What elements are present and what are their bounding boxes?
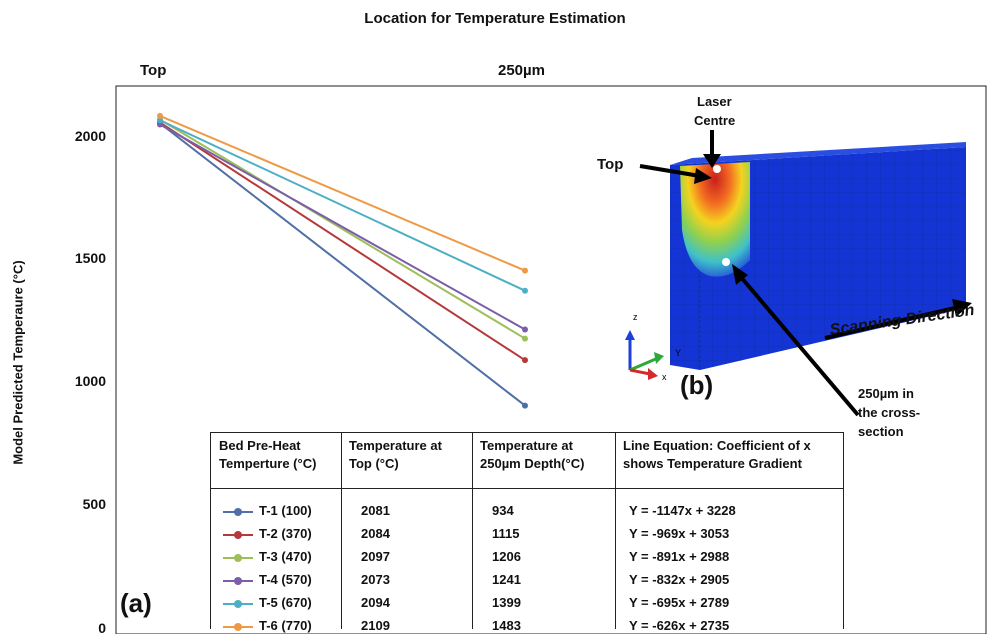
top-arrow bbox=[639, 164, 701, 178]
depth-marker bbox=[722, 258, 730, 266]
line-equation: Y = -695x + 2789 bbox=[629, 595, 730, 610]
legend-swatch bbox=[223, 553, 253, 563]
y-axis-letter: Y bbox=[675, 348, 681, 358]
chart-title: Location for Temperature Estimation bbox=[364, 10, 626, 27]
table-column bbox=[472, 433, 616, 629]
laser-label: Centre bbox=[694, 113, 736, 128]
series-line bbox=[159, 114, 526, 272]
series-line bbox=[159, 118, 526, 340]
melt-pool-figure: z Y x bbox=[625, 130, 972, 417]
depth-arrow bbox=[738, 274, 860, 417]
block-top bbox=[670, 142, 966, 165]
panel-b-label: (b) bbox=[680, 370, 714, 400]
depth-temperature-value: 1399 bbox=[492, 595, 521, 610]
data-point bbox=[157, 117, 163, 124]
table-column bbox=[211, 433, 342, 629]
data-point bbox=[157, 121, 163, 128]
data-point bbox=[157, 112, 163, 119]
plot-frame bbox=[115, 85, 987, 634]
series-line bbox=[159, 123, 526, 331]
legend-entry: T-5 (670) bbox=[259, 595, 312, 610]
depth-label: section bbox=[858, 424, 904, 439]
legend-swatch bbox=[223, 576, 253, 586]
top-label: Top bbox=[597, 156, 624, 173]
series-group bbox=[157, 112, 528, 409]
depth-temperature-value: 1483 bbox=[492, 618, 521, 633]
top-temperature-value: 2109 bbox=[361, 618, 390, 633]
legend-swatch bbox=[223, 599, 253, 609]
table-header: Temperature at Top (°C) bbox=[349, 438, 442, 471]
y-tick-label: 2000 bbox=[74, 128, 106, 144]
y-axis-icon bbox=[629, 356, 659, 372]
z-axis-letter: z bbox=[633, 312, 638, 322]
data-point bbox=[522, 402, 528, 409]
data-point bbox=[522, 326, 528, 333]
series-line bbox=[159, 121, 526, 362]
laser-centre-marker bbox=[713, 165, 721, 173]
legend-swatch bbox=[223, 507, 253, 517]
legend-swatch bbox=[223, 530, 253, 540]
line-equation: Y = -969x + 3053 bbox=[629, 526, 730, 541]
depth-label: 250µm in bbox=[858, 386, 914, 401]
data-point bbox=[522, 287, 528, 294]
line-equation: Y = -832x + 2905 bbox=[629, 572, 730, 587]
line-equation: Y = -626x + 2735 bbox=[629, 618, 730, 633]
legend-table: Bed Pre-Heat Temperture (°C) Temperature … bbox=[210, 432, 844, 633]
table-header: Temperature at 250µm Depth(°C) bbox=[480, 438, 585, 471]
top-temperature-value: 2097 bbox=[361, 549, 390, 564]
legend-swatch bbox=[223, 622, 253, 632]
legend-entry: T-6 (770) bbox=[259, 618, 312, 633]
x-axis-icon bbox=[629, 368, 651, 376]
y-tick-label: 0 bbox=[98, 620, 106, 636]
series-line bbox=[159, 119, 526, 292]
top-temperature-value: 2094 bbox=[361, 595, 390, 610]
x-category-250um: 250µm bbox=[498, 62, 546, 79]
y-tick-label: 1000 bbox=[74, 373, 106, 389]
top-temperature-value: 2084 bbox=[361, 526, 390, 541]
table-column bbox=[341, 433, 473, 629]
line-equation: Y = -891x + 2988 bbox=[629, 549, 730, 564]
legend-entry: T-1 (100) bbox=[259, 503, 312, 518]
data-point bbox=[522, 357, 528, 364]
panel-a-label: (a) bbox=[120, 588, 152, 618]
legend-entry: T-2 (370) bbox=[259, 526, 312, 541]
table-header: Bed Pre-Heat Temperture (°C) bbox=[219, 438, 317, 471]
scan-arrow bbox=[824, 306, 956, 340]
depth-label: the cross- bbox=[858, 405, 921, 420]
top-temperature-value: 2073 bbox=[361, 572, 390, 587]
melt-pool bbox=[680, 162, 750, 277]
depth-temperature-value: 1206 bbox=[492, 549, 521, 564]
x-axis-letter: x bbox=[662, 372, 667, 382]
data-point bbox=[522, 267, 528, 274]
table-header: Line Equation: Coefficient of x shows Tem… bbox=[623, 438, 811, 471]
data-point bbox=[522, 335, 528, 342]
depth-temperature-value: 1115 bbox=[492, 526, 520, 541]
y-tick-label: 1500 bbox=[74, 250, 106, 266]
legend-entry: T-4 (570) bbox=[259, 572, 312, 587]
line-equation: Y = -1147x + 3228 bbox=[629, 503, 736, 518]
series-line bbox=[159, 122, 526, 407]
depth-temperature-value: 1241 bbox=[492, 572, 521, 587]
x-category-top: Top bbox=[140, 62, 167, 79]
legend-entry: T-3 (470) bbox=[259, 549, 312, 564]
laser-label: Laser bbox=[697, 94, 732, 109]
depth-temperature-value: 934 bbox=[492, 503, 514, 518]
y-tick-label: 500 bbox=[82, 496, 106, 512]
table-header-divider bbox=[211, 488, 843, 489]
top-temperature-value: 2081 bbox=[361, 503, 390, 518]
